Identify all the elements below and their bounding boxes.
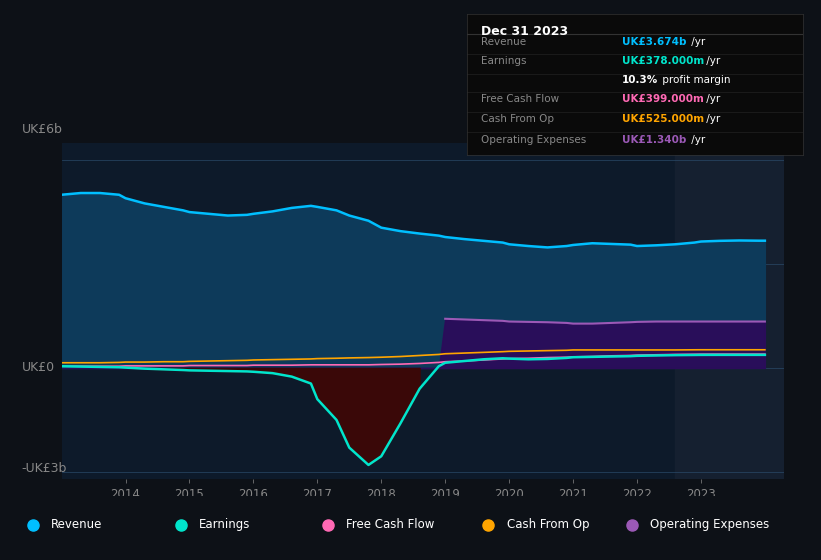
Text: profit margin: profit margin (658, 74, 730, 85)
Text: UK£6b: UK£6b (22, 123, 62, 136)
Text: Dec 31 2023: Dec 31 2023 (480, 25, 567, 38)
Text: /yr: /yr (703, 57, 720, 66)
Text: Revenue: Revenue (480, 36, 525, 46)
Text: UK£378.000m: UK£378.000m (621, 57, 704, 66)
Text: Cash From Op: Cash From Op (507, 518, 589, 531)
Text: 10.3%: 10.3% (621, 74, 658, 85)
Text: Earnings: Earnings (480, 57, 526, 66)
Text: Cash From Op: Cash From Op (480, 114, 553, 124)
Text: Earnings: Earnings (199, 518, 250, 531)
Text: Free Cash Flow: Free Cash Flow (346, 518, 435, 531)
Text: UK£525.000m: UK£525.000m (621, 114, 704, 124)
Text: /yr: /yr (703, 95, 720, 104)
Text: UK£1.340b: UK£1.340b (621, 136, 686, 146)
Text: /yr: /yr (688, 36, 705, 46)
Text: -UK£3b: -UK£3b (22, 463, 67, 475)
Text: Free Cash Flow: Free Cash Flow (480, 95, 559, 104)
Text: UK£3.674b: UK£3.674b (621, 36, 686, 46)
Bar (676, 143, 784, 479)
Text: Operating Expenses: Operating Expenses (650, 518, 769, 531)
Text: UK£399.000m: UK£399.000m (621, 95, 704, 104)
Text: UK£0: UK£0 (22, 361, 55, 375)
Text: /yr: /yr (703, 114, 720, 124)
Text: /yr: /yr (688, 136, 705, 146)
Text: Revenue: Revenue (51, 518, 103, 531)
Text: Operating Expenses: Operating Expenses (480, 136, 586, 146)
